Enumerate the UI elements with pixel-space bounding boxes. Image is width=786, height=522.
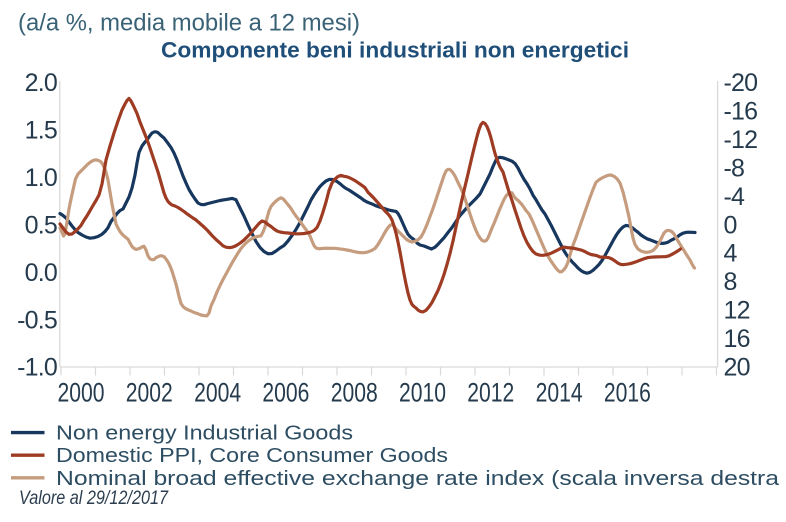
svg-text:2012: 2012 [467,378,514,408]
svg-text:0: 0 [724,211,737,239]
svg-text:2016: 2016 [604,378,651,408]
svg-text:2006: 2006 [262,378,309,408]
svg-text:2004: 2004 [194,378,241,408]
svg-text:Nominal broad effective exchan: Nominal broad effective exchange rate in… [56,468,780,490]
svg-text:-16: -16 [724,98,758,126]
svg-text:Componente beni industriali no: Componente beni industriali non energeti… [161,38,629,63]
svg-text:4: 4 [724,240,738,268]
svg-text:8: 8 [724,268,737,296]
svg-text:2000: 2000 [58,378,105,408]
svg-text:-1.0: -1.0 [17,354,57,382]
svg-text:12: 12 [724,297,750,325]
svg-text:-0.5: -0.5 [17,306,57,334]
svg-text:1.5: 1.5 [25,117,57,145]
svg-text:Valore al 29/12/2017: Valore al 29/12/2017 [19,488,169,509]
svg-text:-4: -4 [724,183,746,211]
svg-text:Domestic PPI, Core Consumer Go: Domestic PPI, Core Consumer Goods [56,445,448,467]
svg-text:(a/a %, media mobile a 12 mesi: (a/a %, media mobile a 12 mesi) [18,10,360,37]
svg-text:20: 20 [724,353,750,381]
svg-text:2010: 2010 [399,378,446,408]
svg-text:-12: -12 [724,126,758,154]
svg-text:2.0: 2.0 [25,69,57,97]
svg-text:0.0: 0.0 [25,259,57,287]
svg-text:2008: 2008 [331,378,378,408]
svg-text:1.0: 1.0 [25,164,57,192]
svg-text:-8: -8 [724,154,745,182]
svg-text:2014: 2014 [536,378,583,408]
svg-text:-20: -20 [724,69,758,97]
svg-text:Non energy Industrial Goods: Non energy Industrial Goods [56,423,353,445]
svg-text:0.5: 0.5 [25,211,57,239]
svg-text:2002: 2002 [126,378,173,408]
svg-text:16: 16 [724,325,750,353]
